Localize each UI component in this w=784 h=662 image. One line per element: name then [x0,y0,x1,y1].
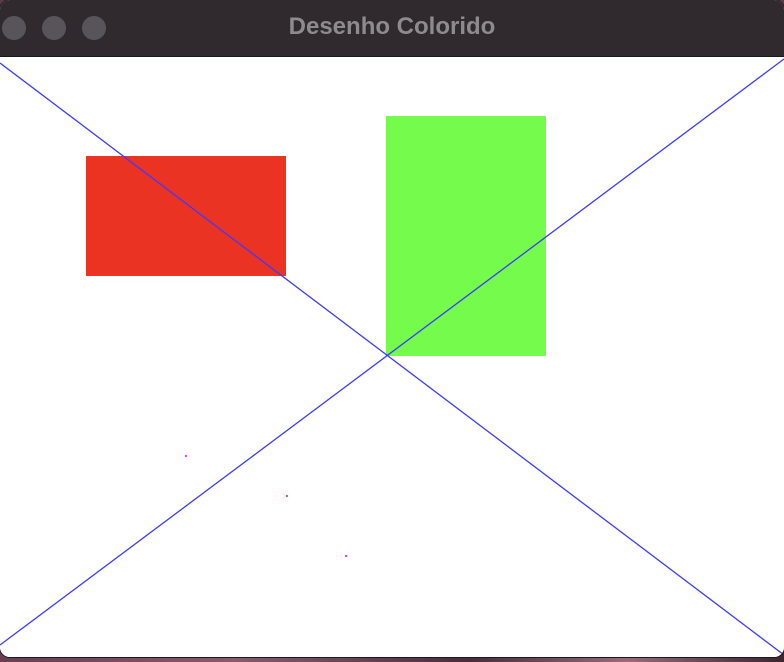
close-button[interactable] [2,16,26,40]
green-rectangle [386,116,546,356]
point [185,455,187,457]
drawing-canvas[interactable] [0,57,784,657]
window-title: Desenho Colorido [288,13,496,40]
title-bar[interactable]: Desenho Colorido [0,0,784,57]
point [286,495,288,497]
red-rectangle [86,156,286,276]
minimize-button[interactable] [42,16,66,40]
drawing-surface [0,58,784,656]
diagonal-line-top-left-to-bottom-right [0,62,784,656]
zoom-button[interactable] [82,16,106,40]
diagonal-line-bottom-left-to-top-right [0,58,784,646]
point [345,555,347,557]
